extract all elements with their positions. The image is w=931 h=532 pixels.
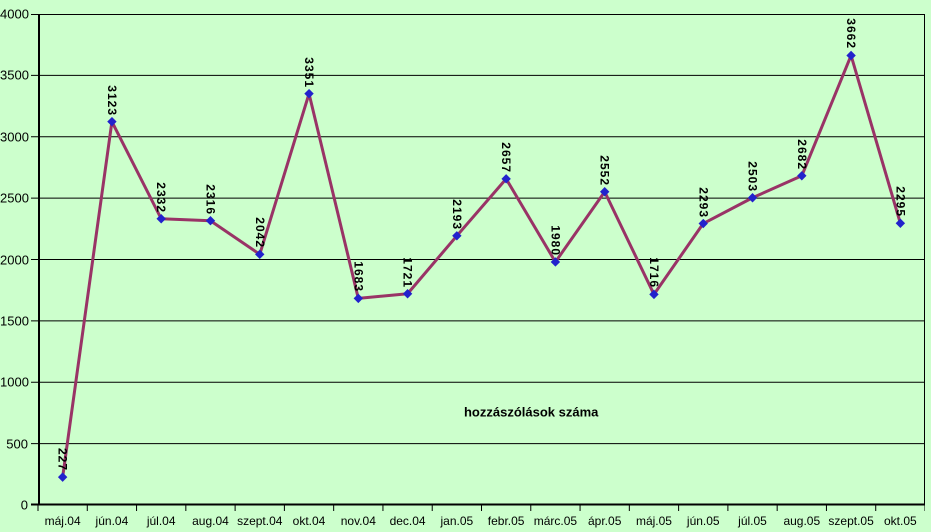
data-point-marker (57, 472, 68, 482)
data-point-value-label: 2316 (203, 184, 218, 215)
x-axis-category-label: máj.04 (44, 514, 81, 528)
x-axis-category-label: jún.04 (95, 514, 129, 528)
data-point-value-label: 2295 (893, 186, 908, 218)
data-point-value-label: 2657 (499, 142, 514, 173)
data-point-marker (698, 218, 708, 229)
data-point-marker (501, 174, 511, 184)
data-point-marker (107, 116, 117, 127)
x-axis-category-label: jan.05 (440, 514, 474, 528)
data-point-value-label: 3351 (302, 56, 317, 88)
x-axis-category-label: márc.05 (533, 514, 578, 528)
data-point-value-label: 2042 (252, 217, 267, 249)
data-point-value-label: 1716 (646, 257, 661, 289)
x-axis-category-label: aug.04 (192, 514, 229, 528)
data-point-marker (550, 257, 561, 267)
data-point-value-label: 2682 (794, 139, 809, 170)
data-point-value-label: 1721 (400, 257, 415, 288)
y-axis-tick-label: 4000 (0, 6, 29, 22)
y-axis-tick-label: 2500 (0, 190, 29, 206)
data-point-value-label: 3662 (844, 18, 859, 50)
data-point-marker (649, 289, 659, 300)
data-point-marker (895, 218, 906, 228)
series-name-annotation: hozzászólások száma (463, 404, 599, 420)
plot-area (31, 14, 925, 511)
x-axis-category-label: aug.05 (783, 514, 821, 528)
data-point-value-label: 2293 (696, 186, 711, 218)
data-point-marker (599, 187, 610, 197)
x-axis-category-label: okt.05 (884, 514, 917, 528)
data-point-marker (304, 88, 314, 99)
x-axis-category-label: febr.05 (487, 514, 525, 528)
data-point-marker (846, 50, 856, 61)
x-axis-category-label: dec.04 (389, 514, 426, 528)
data-point-value-label: 1683 (351, 261, 366, 293)
data-point-marker (797, 171, 807, 181)
x-axis-category-label: jún.05 (686, 514, 720, 528)
data-point-value-label: 1980 (548, 225, 563, 256)
data-point-value-label: 2332 (154, 182, 169, 213)
x-axis-category-label: szept.04 (237, 514, 283, 528)
x-axis-category-label: nov.04 (340, 514, 376, 528)
data-point-value-label: 2552 (597, 155, 612, 186)
y-axis-tick-label: 3500 (0, 67, 29, 83)
data-point-marker (353, 293, 364, 304)
data-point-marker (255, 249, 265, 260)
data-point-value-label: 2503 (745, 161, 760, 192)
y-axis-tick-label: 0 (20, 497, 28, 513)
data-point-value-label: 2193 (449, 199, 464, 230)
x-axis-category-label: máj.05 (635, 514, 672, 528)
data-point-marker (452, 231, 462, 241)
data-point-marker (205, 216, 216, 226)
y-axis-tick-label: 1000 (0, 374, 29, 390)
data-point-marker (747, 193, 758, 203)
x-axis-category-label: ápr.05 (588, 514, 622, 528)
y-axis-tick-label: 1500 (0, 313, 29, 329)
series-line (61, 53, 902, 478)
x-axis-category-label: júl.04 (146, 514, 176, 528)
data-point-value-label: 227 (55, 448, 70, 472)
y-axis-tick-label: 3000 (0, 129, 29, 145)
y-axis-tick-label: 2000 (0, 252, 29, 267)
y-axis-tick-label: 500 (6, 436, 28, 452)
data-point-marker (156, 214, 166, 224)
data-point-marker (402, 289, 413, 299)
x-axis-category-label: szept.05 (828, 514, 874, 528)
data-point-value-label: 3123 (104, 84, 119, 116)
x-axis-category-label: okt.04 (292, 514, 326, 528)
x-axis-category-label: júl.05 (738, 514, 767, 528)
